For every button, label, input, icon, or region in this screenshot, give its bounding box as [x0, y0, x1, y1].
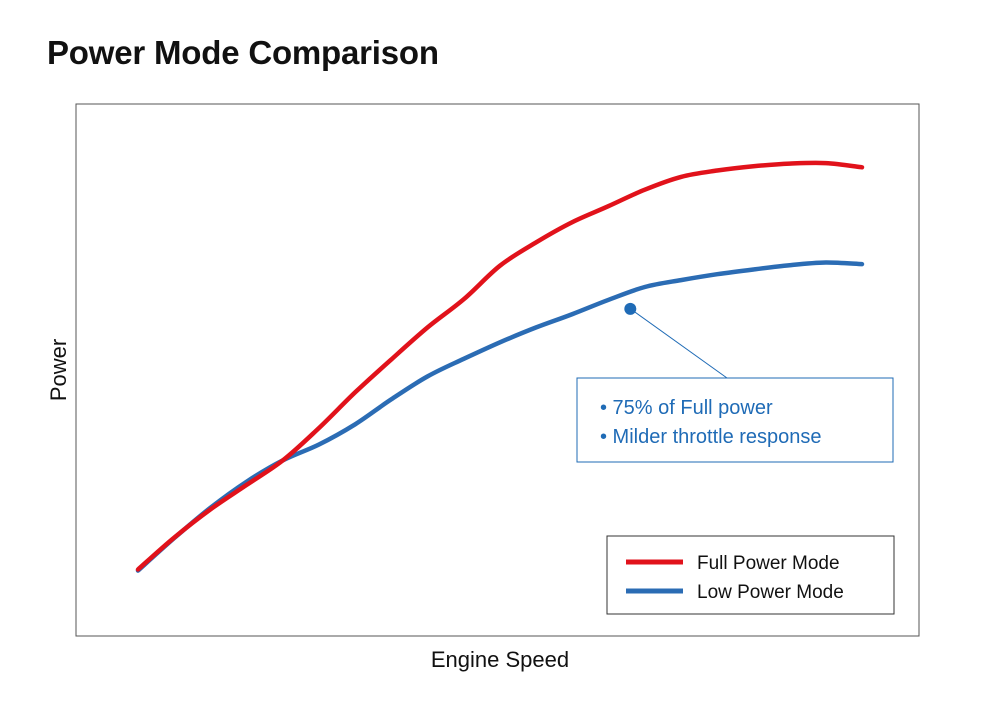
annotation-leader-line [630, 308, 728, 379]
annotation-point [624, 302, 637, 315]
series-line-full-power [135, 160, 865, 572]
y-axis-label: Power [46, 339, 71, 401]
annotation: • 75% of Full power • Milder throttle re… [576, 302, 894, 463]
series-layer [135, 160, 865, 573]
annotation-line-1: • 75% of Full power [600, 397, 773, 419]
x-axis-label: Engine Speed [431, 647, 569, 672]
legend-label-full-power: Full Power Mode [697, 553, 840, 574]
chart-title: Power Mode Comparison [47, 34, 439, 71]
annotation-line-2: • Milder throttle response [600, 426, 822, 448]
legend: Full Power Mode Low Power Mode [606, 535, 895, 615]
legend-label-low-power: Low Power Mode [697, 582, 844, 603]
legend-box [606, 535, 895, 615]
annotation-box [576, 377, 894, 463]
series-line-low-power [135, 260, 865, 573]
